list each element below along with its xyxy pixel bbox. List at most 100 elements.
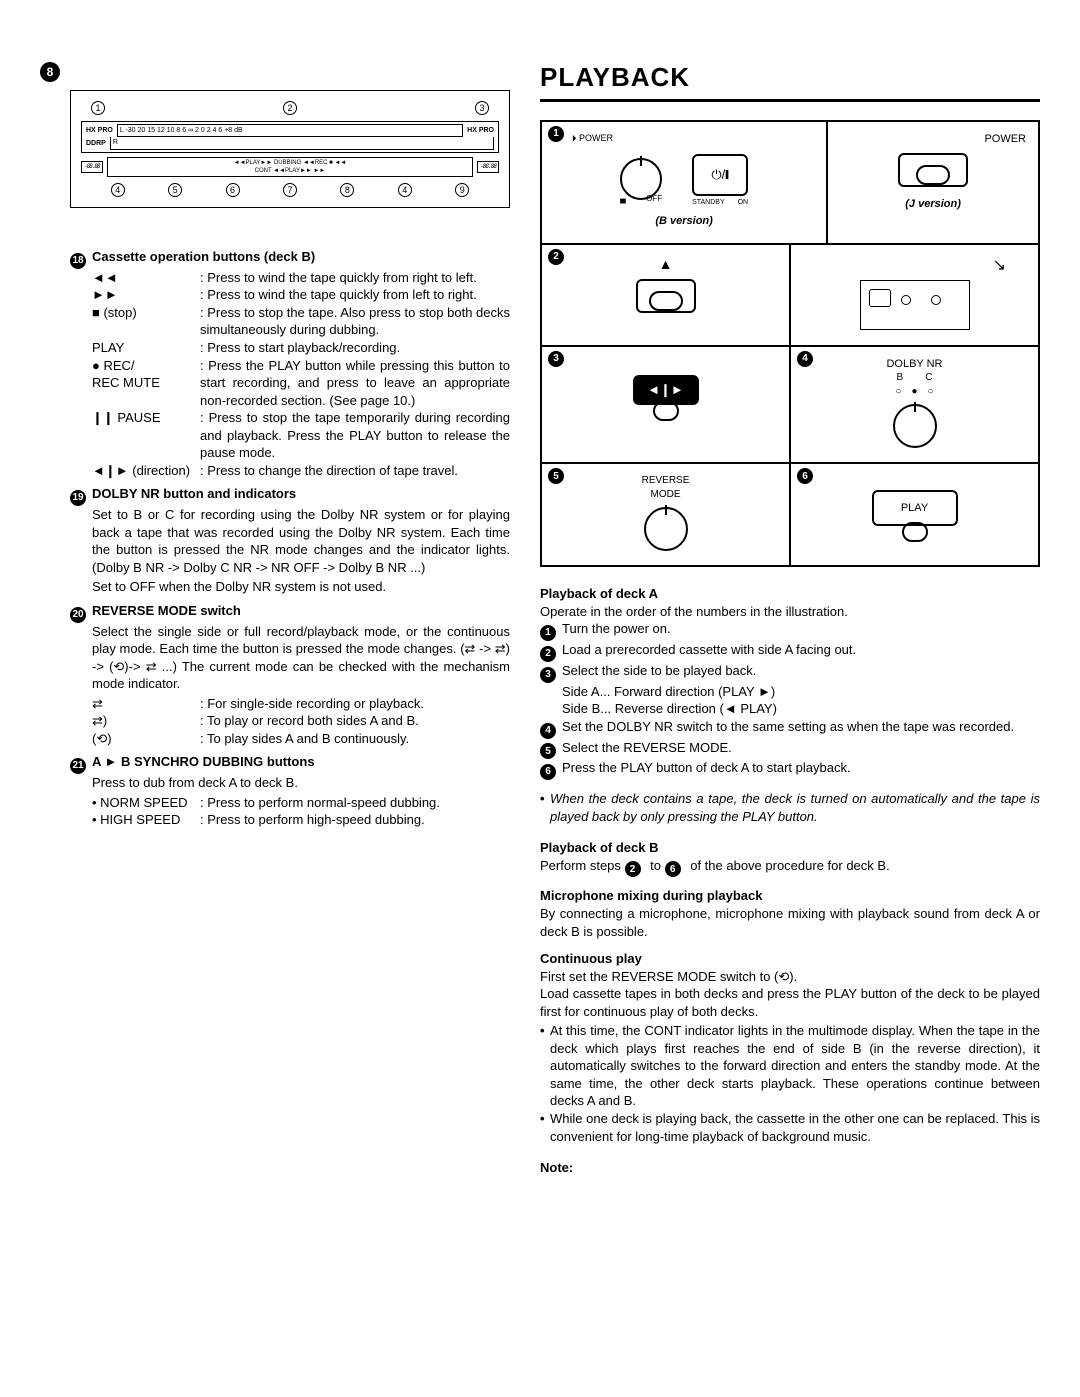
step-6-num: 6 (540, 764, 556, 780)
deck-b-step-6: 6 (665, 861, 681, 877)
term-mode3: (⟲) (92, 730, 200, 748)
bullet-dot-icon: • (540, 790, 550, 808)
cell-num-3: 3 (548, 351, 564, 367)
page-corner-number: 8 (40, 62, 60, 82)
panel-cell-dolby: 4 DOLBY NR B C ○ ● ○ (791, 347, 1038, 463)
reverse-mode-title: REVERSE MODE (554, 474, 777, 501)
section-20-title: REVERSE MODE switch (92, 603, 241, 618)
step-4-num: 4 (540, 723, 556, 739)
panel-cell-play: 6 PLAY (791, 464, 1038, 565)
power-button-j (898, 153, 968, 187)
callout-9: 9 (455, 183, 469, 197)
badge-20: 20 (70, 607, 86, 623)
note-label: Note: (540, 1159, 1040, 1177)
dolby-c-label: C (925, 371, 932, 385)
section-18-title: Cassette operation buttons (deck B) (92, 249, 315, 264)
term-rec: ● REC/ REC MUTE (92, 357, 200, 392)
cassette-slot (860, 280, 970, 330)
control-panel-diagram: 1 ⏵ POWER ▄OFF ⏻/❙ STANDBYON (B version) (540, 120, 1040, 567)
hxpro-left: HX PRO (86, 126, 113, 135)
desc-play: : Press to start playback/recording. (200, 339, 510, 357)
dolby-off-dot-2: ○ (928, 385, 934, 399)
step-2-text: Load a prerecorded cassette with side A … (562, 642, 856, 657)
desc-dir: : Press to change the direction of tape … (200, 462, 510, 480)
section-19-head: 19DOLBY NR button and indicators (70, 485, 510, 506)
desc-pause: : Press to stop the tape temporarily dur… (200, 409, 510, 462)
deck-b-body-a: Perform steps (540, 858, 625, 873)
center-indicators: ◄◄PLAY►► DUBBING ◄◄REC ■ ◄◄ CONT ◄◄PLAY►… (107, 157, 474, 177)
dolby-title: DOLBY NR (803, 357, 1026, 372)
row-rec: ● REC/ REC MUTE: Press the PLAY button w… (70, 357, 510, 410)
left-column: 1 2 3 HX PRO L -30 20 15 12 10 8 6 ∞ 2 0… (70, 60, 510, 1177)
section-20-head: 20 REVERSE MODE switch (70, 602, 510, 623)
section-21-list: • NORM SPEED: Press to perform normal-sp… (70, 794, 510, 829)
reverse-mode-knob (644, 507, 688, 551)
dolby-sel-dot: ● (911, 385, 917, 399)
section-19-p2: Set to OFF when the Dolby NR system is n… (70, 578, 510, 596)
seg-left: -88.88 (81, 161, 103, 173)
callout-4b: 4 (398, 183, 412, 197)
cont-title: Continuous play (540, 950, 1040, 968)
step-6: 6Press the PLAY button of deck A to star… (540, 759, 1040, 780)
row-play: PLAY: Press to start playback/recording. (70, 339, 510, 357)
cell-num-4: 4 (797, 351, 813, 367)
callout-7: 7 (283, 183, 297, 197)
step-2-num: 2 (540, 646, 556, 662)
power-button-b: ⏻/❙ (692, 154, 748, 196)
j-version-label: (J version) (840, 197, 1026, 212)
eject-button (636, 279, 696, 313)
desc-mode2: : To play or record both sides A and B. (200, 712, 510, 730)
cont-b1-text: At this time, the CONT indicator lights … (550, 1022, 1040, 1110)
row-norm: • NORM SPEED: Press to perform normal-sp… (70, 794, 510, 812)
section-19-p1: Set to B or C for recording using the Do… (70, 506, 510, 576)
dolby-off-dot: ○ (895, 385, 901, 399)
section-21-head: 21A ► B SYNCHRO DUBBING buttons (70, 753, 510, 774)
cont-b2: •While one deck is playing back, the cas… (540, 1110, 1040, 1145)
bullet-dot-icon: • (540, 1022, 550, 1040)
desc-rew: : Press to wind the tape quickly from ri… (200, 269, 510, 287)
step-1-text: Turn the power on. (562, 621, 671, 636)
panel-row-3: 3 ◄❙► 4 DOLBY NR B C ○ ● ○ (542, 347, 1038, 465)
section-20-p1: Select the single side or full record/pl… (70, 623, 510, 693)
term-rew: ◄◄ (92, 269, 200, 287)
cont-p2: Load cassette tapes in both decks and pr… (540, 985, 1040, 1020)
seg-right: -88.88 (477, 161, 499, 173)
row-dir: ◄❙► (direction): Press to change the dir… (70, 462, 510, 480)
bullet-dot-icon: • (540, 1110, 550, 1128)
panel-row-2: 2 ▲ ↘ (542, 245, 1038, 347)
cell-num-2: 2 (548, 249, 564, 265)
diagram-bottom-callouts: 4 5 6 7 8 4 9 (81, 183, 499, 197)
term-mode1: ⇄ (92, 695, 200, 713)
cont-p1: First set the REVERSE MODE switch to (⟲)… (540, 968, 1040, 986)
panel-cell-cassette: ↘ (791, 245, 1038, 345)
cell-num-6: 6 (797, 468, 813, 484)
panel-cell-power-b: 1 ⏵ POWER ▄OFF ⏻/❙ STANDBYON (B version) (542, 122, 828, 242)
callout-6: 6 (226, 183, 240, 197)
section-18-list: ◄◄: Press to wind the tape quickly from … (70, 269, 510, 480)
hxpro-right: HX PRO (467, 126, 494, 135)
callout-3: 3 (475, 101, 489, 115)
step-3b: Side B... Reverse direction (◄ PLAY) (540, 700, 1040, 718)
deck-b-body-c: of the above procedure for deck B. (687, 858, 890, 873)
playback-heading: PLAYBACK (540, 60, 1040, 102)
dolby-b-label: B (897, 371, 904, 385)
power-button-j-inner (916, 165, 950, 185)
row-mode2: ⇄): To play or record both sides A and B… (70, 712, 510, 730)
desc-mode3: : To play sides A and B continuously. (200, 730, 510, 748)
direction-button: ◄❙► (633, 375, 699, 405)
desc-high: : Press to perform high-speed dubbing. (200, 811, 510, 829)
label-standby: STANDBY (692, 198, 725, 207)
step-5: 5Select the REVERSE MODE. (540, 739, 1040, 760)
term-pause: ❙❙ PAUSE (92, 409, 200, 427)
panel-row-1: 1 ⏵ POWER ▄OFF ⏻/❙ STANDBYON (B version) (542, 122, 1038, 244)
b-version-label: (B version) (554, 214, 814, 229)
section-19-title: DOLBY NR button and indicators (92, 486, 296, 501)
term-high: • HIGH SPEED (92, 811, 200, 829)
step-3: 3Select the side to be played back. (540, 662, 1040, 683)
page-columns: 1 2 3 HX PRO L -30 20 15 12 10 8 6 ∞ 2 0… (70, 60, 1040, 1177)
deck-b-body-b: to (647, 858, 665, 873)
eject-button-inner (649, 291, 683, 311)
display-diagram: 1 2 3 HX PRO L -30 20 15 12 10 8 6 ∞ 2 0… (70, 90, 510, 208)
panel-cell-eject: 2 ▲ (542, 245, 791, 345)
step-4: 4Set the DOLBY NR switch to the same set… (540, 718, 1040, 739)
